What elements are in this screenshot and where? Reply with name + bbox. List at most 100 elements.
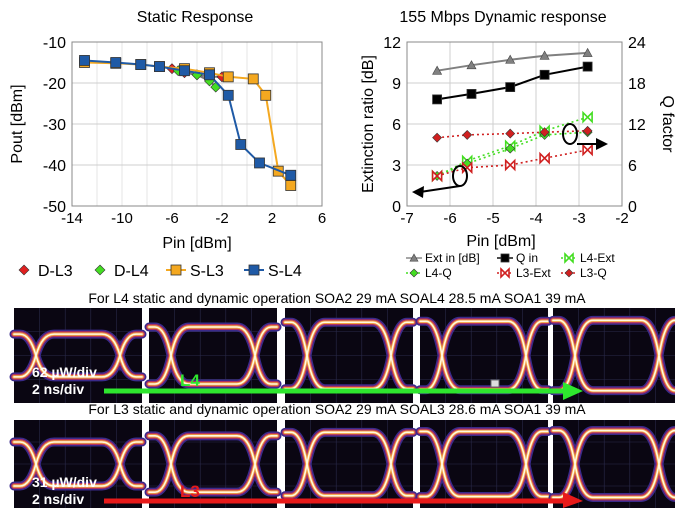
x-tick-label: -2 xyxy=(215,210,228,227)
legend-marker-s-l4 xyxy=(248,264,260,276)
x-tick-label: -7 xyxy=(400,210,413,227)
l3-arrowhead-icon xyxy=(563,492,583,508)
chart1-title: Static Response xyxy=(137,9,254,26)
data-point-q-in xyxy=(505,82,516,92)
legend-label: S-L4 xyxy=(268,263,302,280)
arrow-to-left-axis xyxy=(419,185,461,193)
l4-caption: For L4 static and dynamic operation SOA2… xyxy=(88,290,586,306)
cursor-marker xyxy=(490,379,500,388)
l4-label: L4 xyxy=(180,371,200,390)
series-line-l4-ext xyxy=(436,116,588,177)
chart2-x-axis-label: Pin [dBm] xyxy=(466,233,535,250)
chart2-y-axis-label: Extinction ratio [dB] xyxy=(360,55,377,193)
arrowhead-left-axis-icon xyxy=(412,186,424,198)
axis-annotations xyxy=(412,123,608,198)
y-tick-label: -50 xyxy=(43,199,66,216)
chart1-plot-area xyxy=(71,41,323,207)
data-point-q-in xyxy=(432,94,443,105)
y2-tick-label: 12 xyxy=(628,117,646,134)
static-response-chart: Static Response -14 -10 -6 -2 2 6 -10 -20 -30 -40… xyxy=(9,9,326,280)
y-tick-label: 0 xyxy=(392,199,401,216)
series-line-l3-q xyxy=(437,130,588,139)
legend-marker-l4-ext xyxy=(564,252,574,264)
data-point-s-l3 xyxy=(260,89,272,101)
y-tick-label: 6 xyxy=(392,117,401,134)
x-tick-label: 6 xyxy=(318,210,326,227)
eye-diagram-panel xyxy=(280,308,418,403)
data-point-l3-q xyxy=(462,130,473,140)
data-point-s-l4 xyxy=(135,59,147,70)
y-tick-label: -40 xyxy=(43,158,66,175)
data-point-ext-in-db- xyxy=(505,54,516,64)
eye-diagram-panel xyxy=(415,420,553,508)
y-tick-label: -30 xyxy=(43,117,66,134)
legend-marker-ext-in-db- xyxy=(409,253,419,262)
legend-label: L3-Q xyxy=(580,266,607,280)
l3-caption: For L3 static and dynamic operation SOA2… xyxy=(88,401,586,417)
ellipse-right-axis-marker xyxy=(562,123,578,145)
data-point-s-l4 xyxy=(179,65,190,77)
y-tick-label: -20 xyxy=(43,76,66,93)
x-tick-label: -2 xyxy=(615,210,628,227)
data-point-s-l4 xyxy=(222,89,234,101)
series-line-l3-ext xyxy=(436,149,588,177)
data-point-q-in xyxy=(582,61,593,72)
data-point-l3-ext xyxy=(539,151,550,165)
l4-arrowhead-icon xyxy=(563,382,583,400)
y-tick-label: 9 xyxy=(392,76,401,93)
l3-eye-diagram-row xyxy=(9,420,675,508)
y2-tick-label: 0 xyxy=(628,199,637,216)
eye-diagram-panel xyxy=(415,308,553,403)
data-point-l4-q xyxy=(505,143,516,154)
data-point-ext-in-db- xyxy=(432,65,443,75)
legend-label: S-L3 xyxy=(190,263,224,280)
y2-tick-label: 6 xyxy=(628,158,637,175)
legend-label: L4-Q xyxy=(425,266,452,280)
legend-label: D-L4 xyxy=(114,263,149,280)
series-line-s-l4 xyxy=(84,59,292,177)
x-tick-label: -14 xyxy=(61,210,83,227)
chart2-plot-area xyxy=(406,41,623,207)
data-point-s-l4 xyxy=(235,139,247,150)
data-point-s-l3 xyxy=(222,71,234,83)
chart2-title: 155 Mbps Dynamic response xyxy=(399,9,606,26)
legend-label: L4-Ext xyxy=(580,251,615,265)
x-tick-label: -6 xyxy=(165,210,178,227)
legend-marker-l4-q xyxy=(409,268,419,278)
data-point-s-l3 xyxy=(285,180,297,191)
data-point-s-l4 xyxy=(110,57,122,68)
eye-diagram-panel xyxy=(9,420,147,508)
data-point-s-l4 xyxy=(254,157,265,169)
y2-tick-label: 24 xyxy=(628,35,646,52)
ellipse-left-axis-marker xyxy=(452,165,468,187)
legend-label: D-L3 xyxy=(38,263,73,280)
data-point-l3-q xyxy=(539,127,550,138)
data-point-s-l4 xyxy=(79,55,90,66)
data-point-l3-ext xyxy=(504,158,516,172)
x-tick-label: -4 xyxy=(529,210,542,227)
dynamic-response-chart: 155 Mbps Dynamic response -7 -6 -5 -4 -3 -203… xyxy=(360,9,675,280)
x-tick-label: -6 xyxy=(443,210,456,227)
l4-scale-labels: 62 µW/div 2 ns/div xyxy=(32,364,97,397)
y2-tick-label: 18 xyxy=(628,76,646,93)
legend-marker-s-l3 xyxy=(170,264,182,276)
legend-marker-d-l4 xyxy=(94,264,106,276)
x-tick-label: -10 xyxy=(111,210,133,227)
data-point-l3-q xyxy=(582,125,593,136)
data-point-q-in xyxy=(466,89,477,99)
data-point-l3-q xyxy=(432,132,443,143)
data-point-l3-q xyxy=(505,128,516,139)
data-point-l3-ext xyxy=(582,143,593,157)
chart1-y-axis-label: Pout [dBm] xyxy=(9,84,26,163)
data-point-ext-in-db- xyxy=(582,47,593,57)
data-point-s-l4 xyxy=(285,169,297,181)
legend-marker-d-l3 xyxy=(18,264,30,276)
eye-diagram-panel xyxy=(144,308,282,403)
chart1-x-axis-label: Pin [dBm] xyxy=(162,235,231,252)
data-point-s-l4 xyxy=(154,61,165,72)
data-point-l3-ext xyxy=(431,169,443,183)
l4-power-scale: 62 µW/div xyxy=(32,364,97,380)
l3-label: L3 xyxy=(180,482,200,501)
x-tick-label: 2 xyxy=(268,210,276,227)
